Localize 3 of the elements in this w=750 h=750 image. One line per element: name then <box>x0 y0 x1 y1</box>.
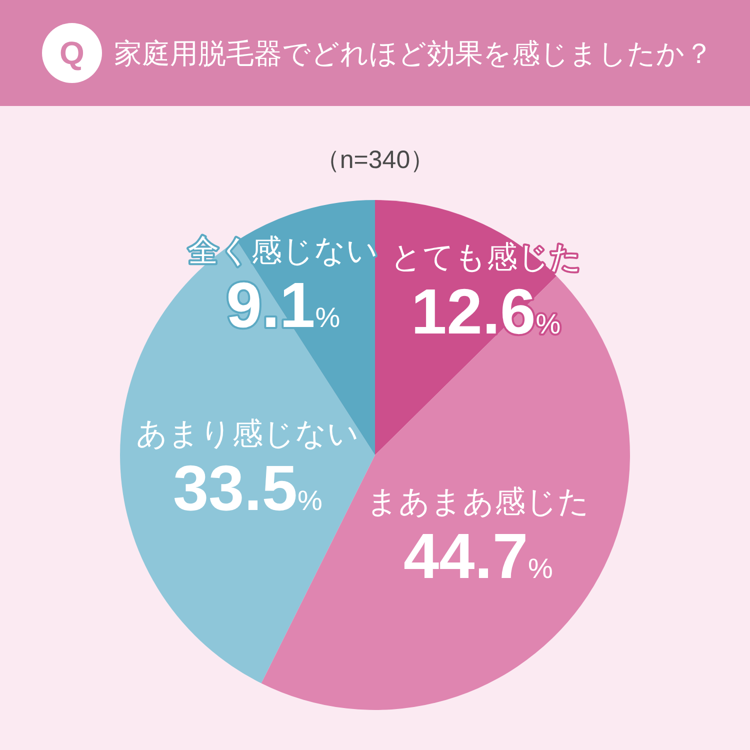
subtitle: （n=340） <box>314 146 436 174</box>
title: 家庭用脱毛器でどれほど効果を感じましたか？ <box>114 38 713 69</box>
annotation: Q <box>60 35 84 71</box>
